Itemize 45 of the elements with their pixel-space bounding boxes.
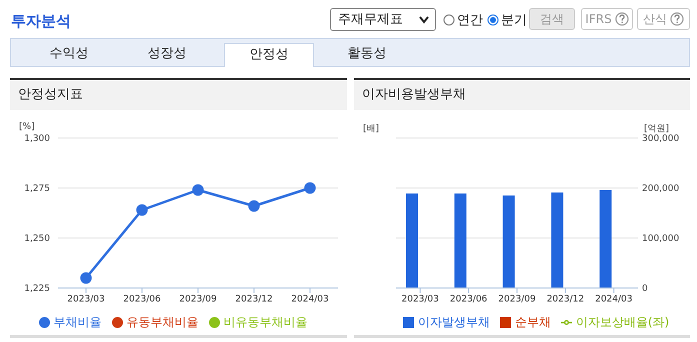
legend-label: 비유동부채비율	[224, 315, 308, 329]
point	[192, 184, 204, 196]
x-tick-label: 2023/03	[67, 294, 105, 304]
legend-label: 유동부채비율	[126, 315, 198, 329]
y2-tick-label: 100,000	[642, 234, 680, 244]
x-tick-label: 2023/09	[179, 294, 217, 304]
x-tick-label: 2023/03	[402, 294, 439, 304]
x-tick-label: 2023/09	[498, 294, 536, 304]
y-tick-label: 1,225	[24, 284, 50, 294]
x-tick-label: 2023/06	[450, 294, 488, 304]
point	[136, 204, 148, 216]
text: IFRS	[581, 8, 633, 30]
point	[248, 200, 260, 212]
legend-label: 부채비율	[54, 315, 102, 329]
y2-tick-label: 200,000	[642, 184, 680, 194]
y-axis-title: [%]	[19, 122, 35, 132]
text: 산식	[637, 8, 690, 30]
chart-title: 안정성지표	[10, 80, 347, 110]
x-tick-label: 2024/03	[291, 294, 329, 304]
x-tick-label: 2023/12	[235, 294, 273, 304]
x-tick-label: 2024/03	[595, 294, 632, 304]
y2-tick-label: 300,000	[642, 134, 680, 144]
chart-title: 이자비용발생부채	[354, 80, 690, 110]
y2-axis-title: [억원]	[644, 123, 670, 134]
x-tick-label: 2023/12	[546, 294, 584, 304]
y-tick-label: 1,275	[24, 184, 50, 194]
x-tick-label: 2023/06	[123, 294, 161, 304]
text: 주재무제표	[330, 8, 436, 31]
y-tick-label: 1,300	[24, 134, 50, 144]
point	[304, 182, 316, 194]
text: 안정성	[224, 43, 314, 67]
text: 분기	[500, 12, 527, 29]
y2-tick-label: 0	[642, 284, 648, 294]
text: 검색	[529, 8, 575, 30]
legend-label: 이자보상배율(좌)	[576, 315, 670, 329]
y-axis-title: [배]	[363, 123, 380, 135]
y-tick-label: 1,250	[24, 234, 50, 244]
text: 성장성	[146, 45, 188, 63]
text: 수익성	[48, 45, 90, 63]
text: 연간	[456, 12, 483, 29]
legend-label: 순부채	[514, 315, 551, 329]
text: 투자분석	[11, 12, 71, 31]
legend-label: 이자발생부채	[418, 315, 490, 329]
point	[80, 272, 92, 284]
text: 활동성	[346, 45, 388, 63]
